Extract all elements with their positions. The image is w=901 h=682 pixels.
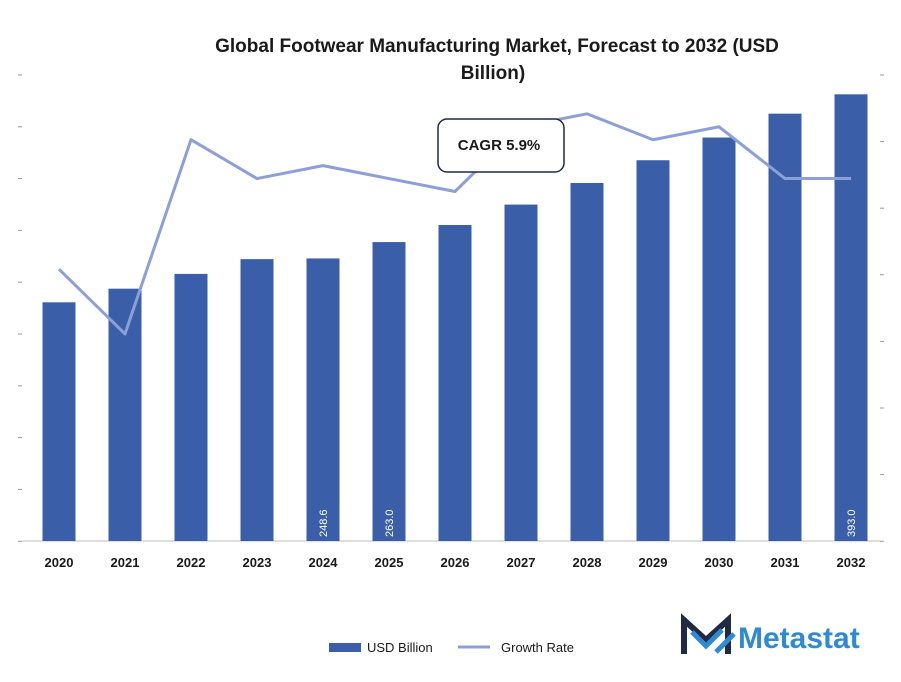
bar-2030 xyxy=(702,137,736,541)
legend-label-usd-billion: USD Billion xyxy=(367,640,433,655)
metastat-logo-text: Metastat xyxy=(738,622,860,655)
bar-series xyxy=(42,94,868,541)
bar-2027 xyxy=(504,204,538,541)
bar-2024 xyxy=(306,258,340,541)
data-labels: 248.6 263.0 393.0 xyxy=(318,509,858,537)
bar-2023 xyxy=(240,259,274,541)
metastat-m-logo-icon xyxy=(681,613,736,654)
cagr-callout-box xyxy=(437,118,565,173)
x-tick-2032: 2032 xyxy=(837,555,866,570)
bar-2031 xyxy=(768,113,802,541)
bar-2020 xyxy=(42,302,76,541)
bar-2028 xyxy=(570,182,604,541)
x-tick-2029: 2029 xyxy=(639,555,668,570)
chart-title-line2: Billion) xyxy=(461,63,525,84)
x-tick-2028: 2028 xyxy=(573,555,602,570)
bar-2026 xyxy=(438,225,472,541)
x-tick-2026: 2026 xyxy=(441,555,470,570)
x-tick-2022: 2022 xyxy=(177,555,206,570)
legend: USD Billion Growth Rate xyxy=(329,640,574,655)
cagr-callout-text: CAGR 5.9% xyxy=(458,137,541,154)
bar-2032 xyxy=(834,94,868,541)
bar-2029 xyxy=(636,160,670,541)
metastat-logo: Metastat xyxy=(681,613,860,655)
data-label-2025: 263.0 xyxy=(384,509,396,537)
x-tick-2024: 2024 xyxy=(309,555,339,570)
x-tick-2021: 2021 xyxy=(111,555,140,570)
x-tick-2030: 2030 xyxy=(705,555,734,570)
data-label-2032: 393.0 xyxy=(846,509,858,537)
left-axis-ticks xyxy=(18,74,22,542)
right-axis-ticks xyxy=(880,74,884,542)
x-axis-tick-labels: 2020 2021 2022 2023 2024 2025 2026 2027 2028 2029… xyxy=(45,555,866,570)
growth-rate-series xyxy=(57,112,852,336)
bar-2025 xyxy=(372,242,406,541)
legend-swatch-usd-billion xyxy=(329,643,361,652)
bar-2021 xyxy=(108,288,142,541)
x-tick-2031: 2031 xyxy=(771,555,800,570)
data-label-2024: 248.6 xyxy=(318,509,330,537)
x-tick-2025: 2025 xyxy=(375,555,404,570)
cagr-callout: CAGR 5.9% xyxy=(437,118,565,173)
legend-label-growth-rate: Growth Rate xyxy=(501,640,574,655)
x-tick-2020: 2020 xyxy=(45,555,74,570)
x-tick-2023: 2023 xyxy=(243,555,272,570)
chart-title-line1: Global Footwear Manufacturing Market, Fo… xyxy=(215,36,779,57)
bar-2022 xyxy=(174,273,208,541)
x-tick-2027: 2027 xyxy=(507,555,536,570)
